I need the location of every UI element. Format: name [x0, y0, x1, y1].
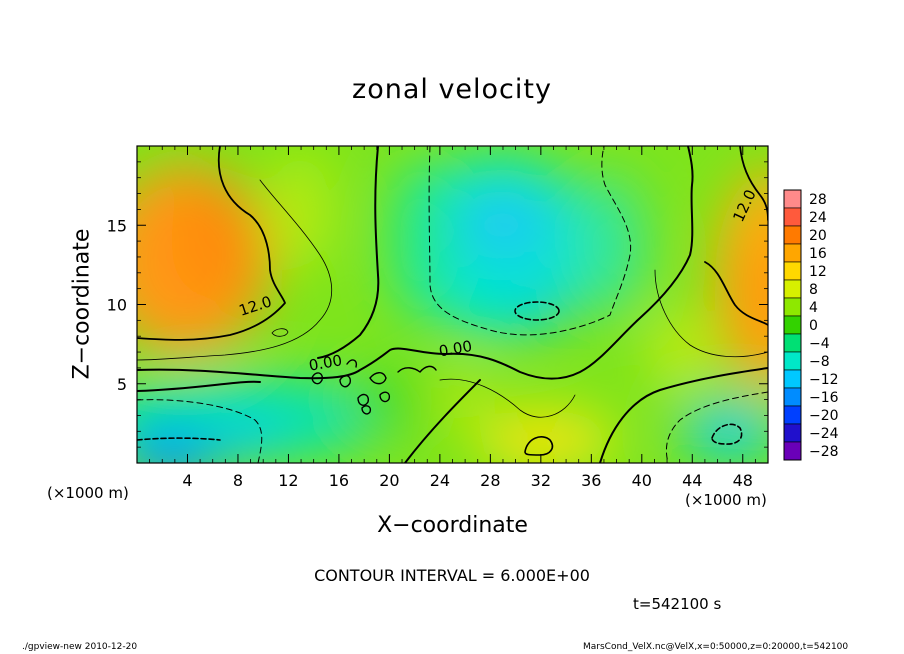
colorbar-swatch-4: [783, 261, 802, 281]
colorbar-label-0: 28: [809, 192, 827, 208]
colorbar-frame: [783, 189, 802, 461]
contour-noise-7: [361, 405, 372, 415]
colorbar-swatch-0: [783, 189, 802, 209]
contour-minus12-bottom-left: [137, 437, 221, 441]
contour-label-3: 0.00: [437, 337, 473, 361]
colorbar-swatch-6: [783, 297, 802, 317]
x-tick-label-7: 32: [531, 471, 551, 490]
contour-6-thin-center: [439, 378, 576, 418]
contour-0-lower: [137, 146, 694, 380]
contour-noise-6: [311, 372, 323, 385]
contour-minus6-dashed: [428, 146, 632, 336]
chart-title: zonal velocity: [352, 74, 552, 105]
x-tick-label-5: 24: [430, 471, 450, 490]
contour-0-center: [317, 146, 380, 359]
colorbar-label-12: −20: [809, 408, 839, 424]
footer-right: MarsCond_VelX.nc@VelX,x=0:50000,z=0:2000…: [583, 642, 849, 652]
contour-0-bottom-center: [404, 379, 481, 463]
colorbar-swatch-10: [783, 369, 802, 389]
y-tick-label-2: 15: [107, 216, 127, 235]
y-tick-label-0: 5: [117, 375, 127, 394]
x-tick-label-11: 48: [733, 471, 753, 490]
contour-noise-8: [346, 359, 358, 368]
colorbar-swatch-1: [783, 207, 802, 227]
colorbar-swatch-9: [783, 351, 802, 371]
x-tick-label-10: 44: [682, 471, 702, 490]
colorbar-label-6: 4: [809, 300, 818, 316]
contour-minus12-bottom-right: [711, 423, 743, 445]
contour-0-bottom: [137, 380, 261, 392]
x-axis-label: X−coordinate: [377, 513, 528, 538]
colorbar-label-7: 0: [809, 318, 818, 334]
colorbar-label-10: −12: [809, 372, 839, 388]
contour-noise-2: [357, 393, 370, 406]
colorbar-label-5: 8: [809, 282, 818, 298]
contour-minus6-bottom-right: [666, 391, 768, 463]
contour-noise-3: [339, 375, 352, 388]
x-unit-label-right: (×1000 m): [685, 491, 767, 509]
x-tick-label-4: 20: [379, 471, 399, 490]
colorbar-swatch-7: [783, 315, 802, 335]
colorbar-label-14: −28: [809, 444, 839, 460]
colorbar-swatch-5: [783, 279, 802, 299]
contour-12-left: [137, 146, 286, 341]
x-tick-label-2: 12: [278, 471, 298, 490]
colorbar-label-8: −4: [809, 336, 830, 352]
colorbar-label-4: 12: [809, 264, 827, 280]
footer-left: ./gpview-new 2010-12-20: [22, 642, 138, 652]
colorbar-label-9: −8: [809, 354, 830, 370]
contour-noise-4: [379, 391, 391, 403]
colorbar-swatch-2: [783, 225, 802, 245]
x-unit-label-left: (×1000 m): [47, 484, 129, 502]
contour-12-right-lower: [704, 261, 768, 326]
x-tick-label-9: 40: [632, 471, 652, 490]
contour-noise-1: [369, 372, 387, 385]
contour-minus12-blob: [514, 301, 560, 321]
x-tick-label-6: 28: [480, 471, 500, 490]
colorbar-label-2: 20: [809, 228, 827, 244]
x-tick-label-8: 36: [581, 471, 601, 490]
colorbar-swatch-12: [783, 405, 802, 425]
colorbar-swatch-8: [783, 333, 802, 353]
colorbar-swatch-14: [783, 441, 802, 461]
colorbar-swatch-3: [783, 243, 802, 263]
contour-small-loop: [271, 328, 289, 337]
colorbar-label-11: −16: [809, 390, 839, 406]
colorbar-swatch-13: [783, 423, 802, 443]
time-label: t=542100 s: [633, 595, 722, 613]
x-axis: 4 8 12 16 20 24 28 32 36 40 44 48: [149, 146, 756, 490]
y-tick-label-1: 10: [107, 296, 127, 315]
colorbar-swatch-11: [783, 387, 802, 407]
colorbar-label-13: −24: [809, 426, 839, 442]
x-tick-label-3: 16: [329, 471, 349, 490]
contour-6-thin-left: [137, 179, 333, 361]
x-tick-label-1: 8: [233, 471, 243, 490]
colorbar-label-3: 16: [809, 246, 827, 262]
contour-12-bottom-blob: [524, 436, 554, 456]
contour-0-bottom-right: [599, 367, 768, 463]
velocity-field: 12.012.00.000.00: [137, 146, 768, 463]
colorbar: 28 24 20 16 12 8 4 0 −4 −8 −12 −16 −20 −24 −28: [783, 189, 839, 461]
contour-noise-5: [397, 365, 437, 373]
contour-label-2: 0.00: [307, 351, 343, 375]
contour-interval-label: CONTOUR INTERVAL = 6.000E+00: [314, 566, 590, 585]
colorbar-label-1: 24: [809, 210, 827, 226]
x-tick-label-0: 4: [182, 471, 192, 490]
contour-minus6-bottom-left: [137, 399, 263, 463]
contour-lines: [137, 146, 768, 463]
y-axis: 5 10 15: [107, 161, 768, 448]
contour-6-thin-right: [654, 269, 768, 358]
